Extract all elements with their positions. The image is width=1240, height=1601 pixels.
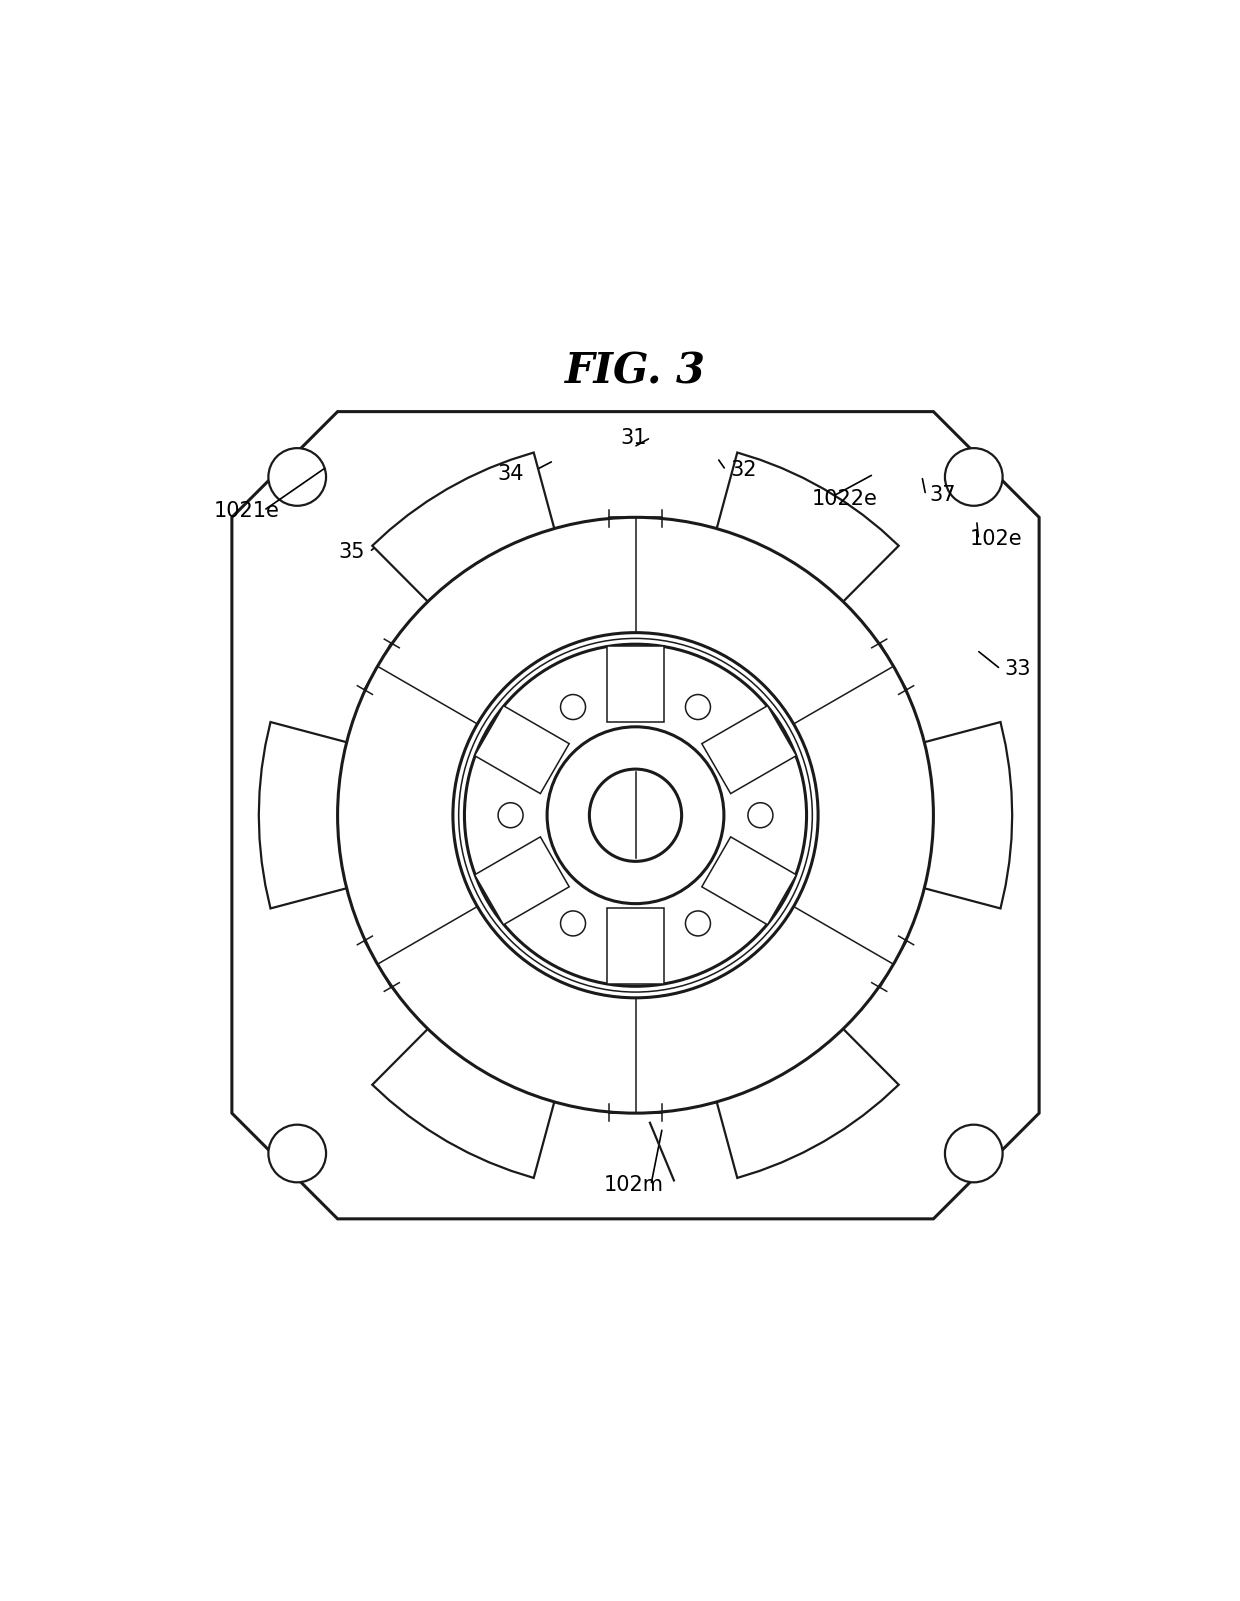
Polygon shape [606, 908, 665, 985]
Polygon shape [606, 647, 665, 722]
Polygon shape [702, 706, 796, 794]
Text: 1021e: 1021e [213, 501, 279, 520]
Text: 37: 37 [930, 485, 956, 506]
Circle shape [268, 1124, 326, 1182]
Text: 1022e: 1022e [812, 488, 878, 509]
Circle shape [337, 517, 934, 1113]
Circle shape [498, 802, 523, 828]
Polygon shape [259, 722, 448, 908]
Text: 102m: 102m [604, 1175, 663, 1196]
Circle shape [945, 1124, 1003, 1182]
Polygon shape [689, 954, 899, 1178]
Text: 35: 35 [339, 541, 366, 562]
Polygon shape [475, 837, 569, 925]
Text: 34: 34 [497, 464, 523, 484]
Polygon shape [372, 954, 582, 1178]
Polygon shape [689, 453, 899, 676]
Circle shape [453, 632, 818, 997]
Polygon shape [475, 706, 569, 794]
Circle shape [268, 448, 326, 506]
Circle shape [945, 448, 1003, 506]
Circle shape [686, 911, 711, 937]
Text: 32: 32 [730, 459, 756, 480]
Polygon shape [232, 411, 1039, 1218]
Circle shape [589, 768, 682, 861]
Text: FIG. 3: FIG. 3 [565, 351, 706, 392]
Circle shape [465, 644, 806, 986]
Circle shape [547, 727, 724, 903]
Circle shape [560, 695, 585, 719]
Circle shape [686, 695, 711, 719]
Polygon shape [372, 453, 582, 676]
Polygon shape [702, 837, 796, 925]
Text: 31: 31 [620, 427, 647, 448]
Polygon shape [823, 722, 1012, 908]
Text: 102e: 102e [970, 530, 1022, 549]
Circle shape [560, 911, 585, 937]
Text: 33: 33 [1004, 660, 1032, 679]
Circle shape [748, 802, 773, 828]
